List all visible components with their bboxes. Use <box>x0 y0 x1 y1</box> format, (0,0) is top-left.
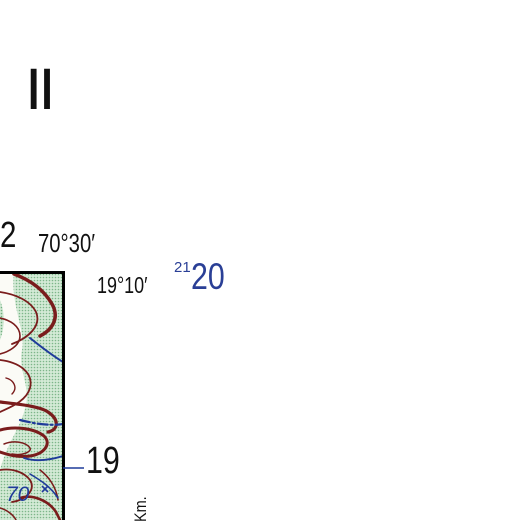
stream-lines <box>18 337 63 499</box>
map-body <box>0 272 63 520</box>
spot-height-label: 70 <box>6 483 30 506</box>
unit-label: Km. <box>131 496 150 522</box>
longitude-label: 70°30′ <box>38 228 96 258</box>
vegetation-area <box>0 272 63 520</box>
contour-lines <box>0 272 62 520</box>
spot-height-marker <box>41 485 49 493</box>
vegetation-area <box>0 300 4 340</box>
grid-number-right: 20 <box>191 256 225 297</box>
sheet-number: II <box>28 57 55 122</box>
grid-number-top: 2 <box>0 214 17 255</box>
grid-superscript: 21 <box>174 259 191 276</box>
latitude-label: 19°10′ <box>97 272 148 298</box>
map-neatline <box>0 271 65 520</box>
grid-number-right-lower: 19 <box>86 440 120 482</box>
